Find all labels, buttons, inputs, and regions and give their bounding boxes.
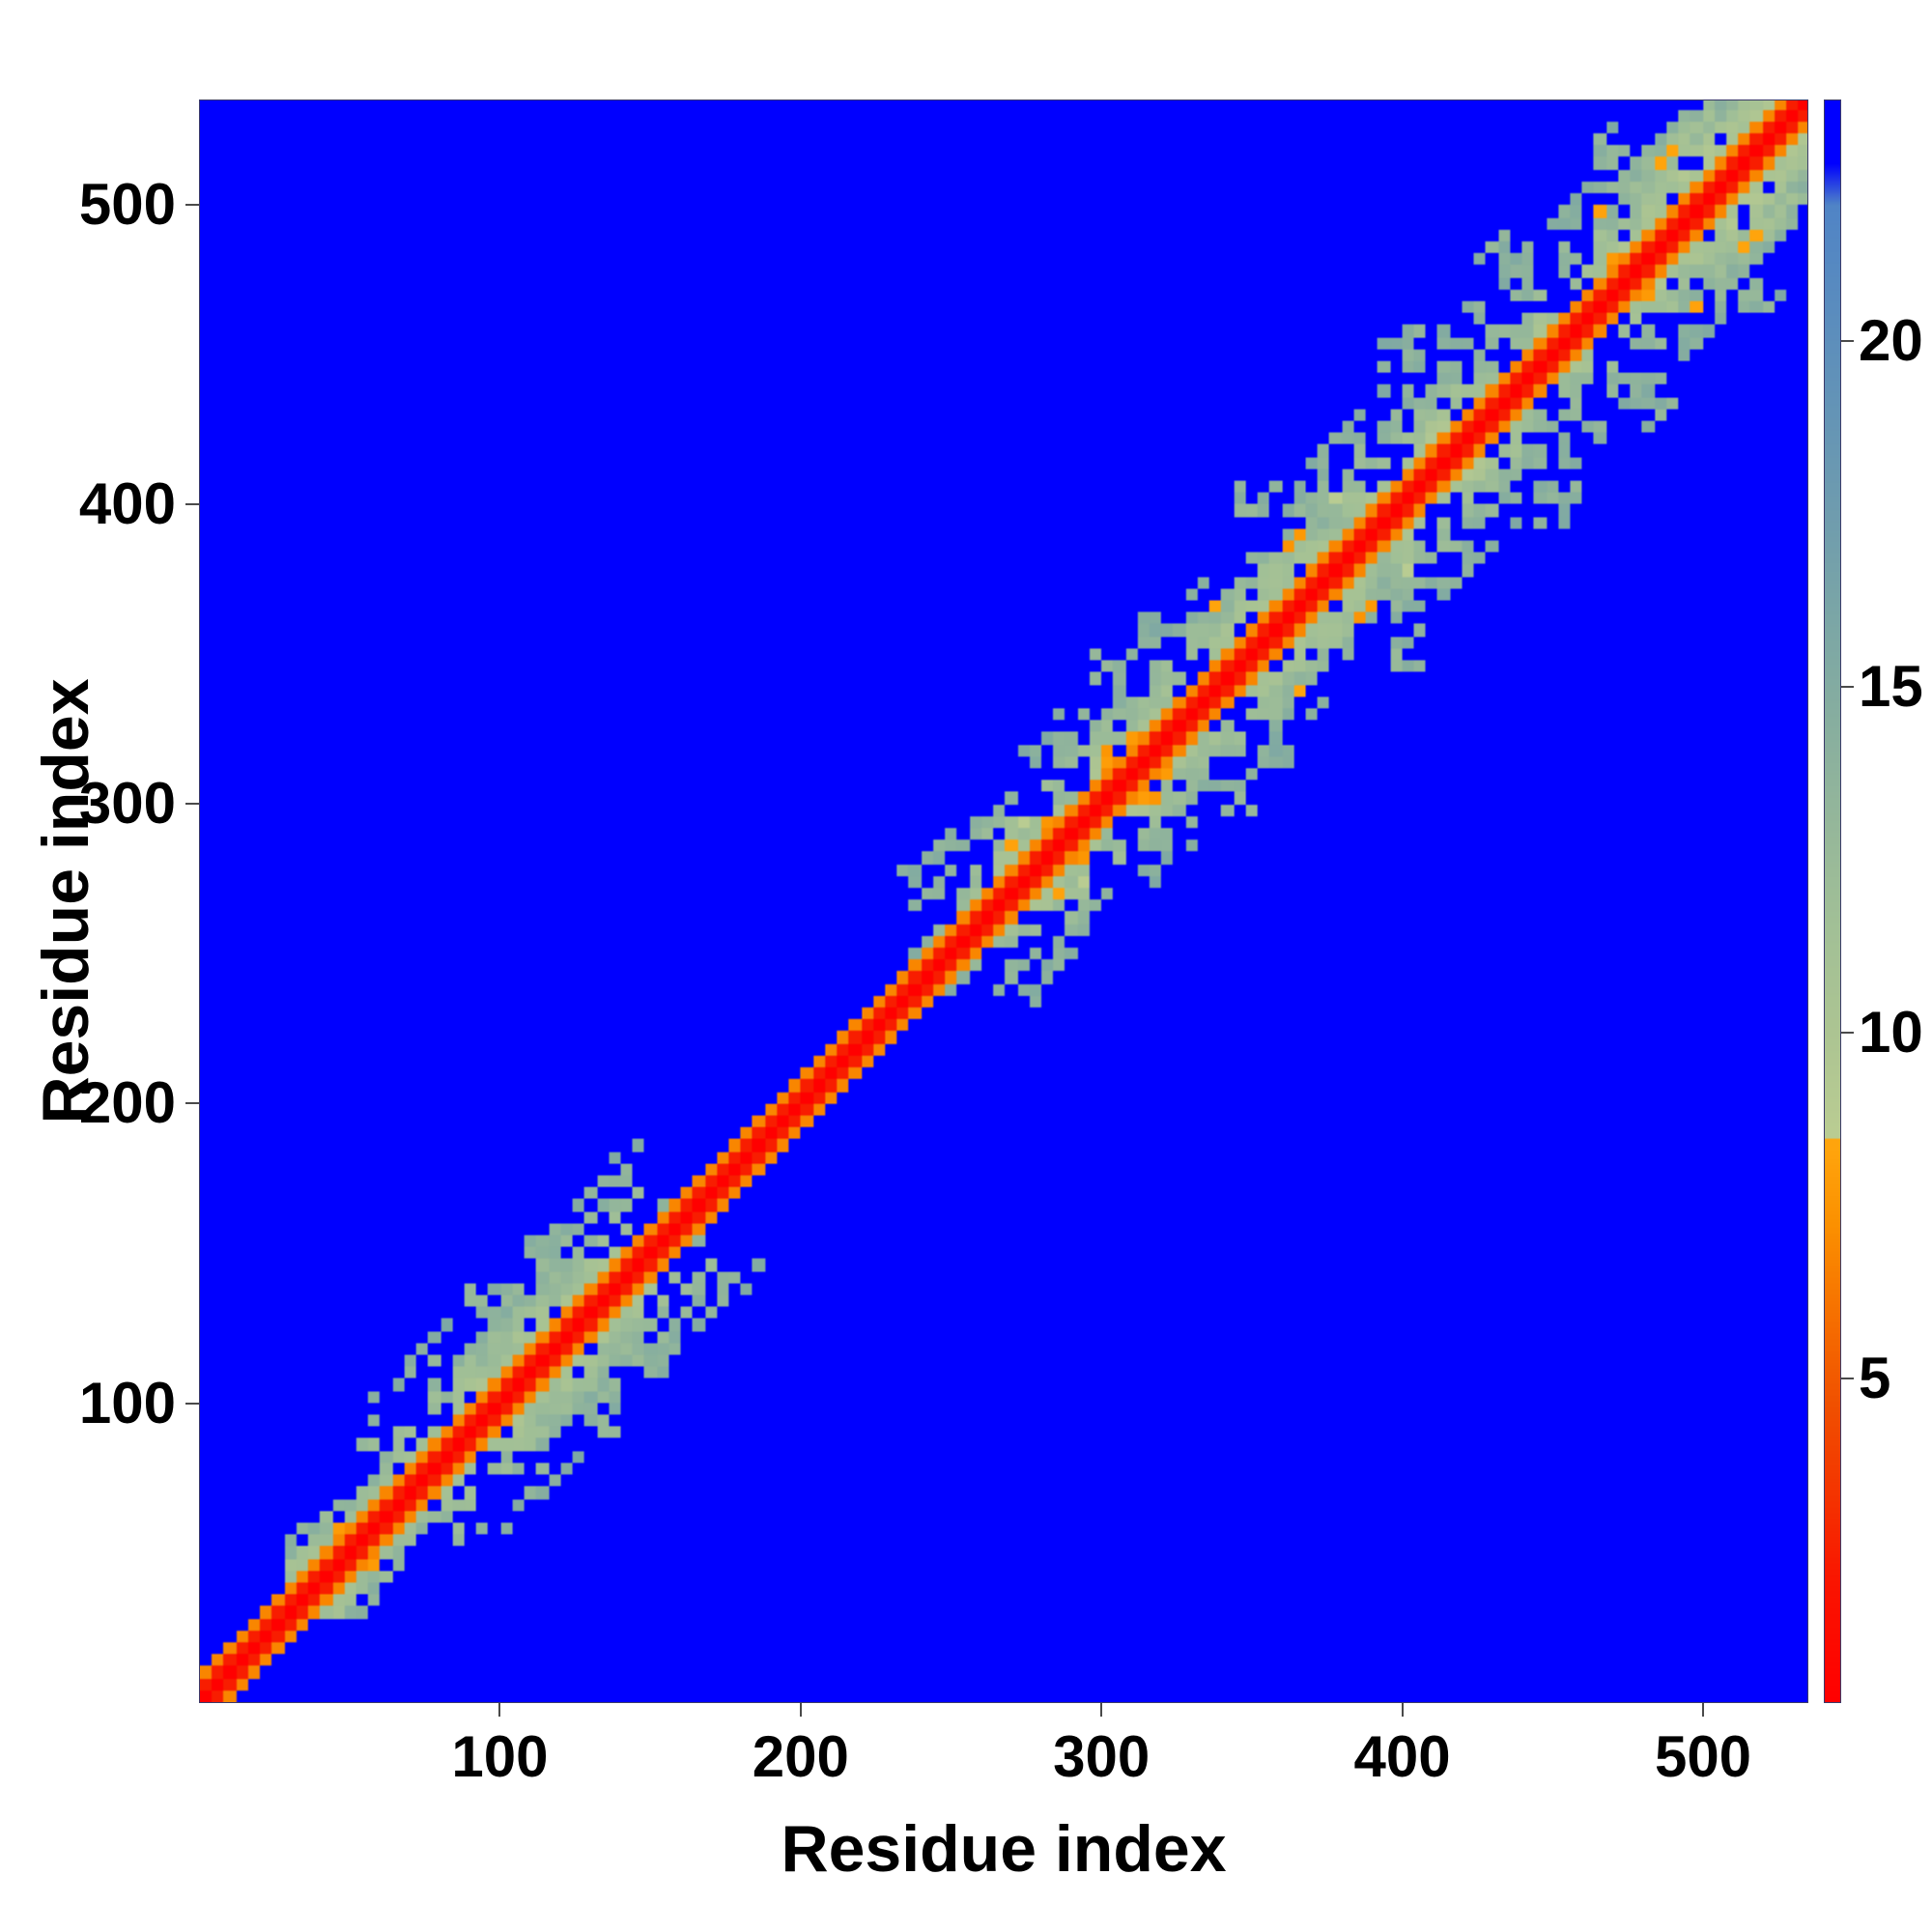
y-tick-400 — [185, 502, 199, 505]
x-tick-100 — [498, 1703, 501, 1717]
x-tick-label-500: 500 — [1654, 1724, 1752, 1789]
x-axis-title: Residue index — [781, 1812, 1227, 1886]
heatmap-canvas — [200, 100, 1807, 1702]
colorbar-tick-label-10: 10 — [1859, 1000, 1923, 1065]
y-tick-500 — [185, 203, 199, 206]
x-tick-200 — [799, 1703, 802, 1717]
colorbar-tick-label-5: 5 — [1859, 1346, 1891, 1410]
x-tick-400 — [1401, 1703, 1404, 1717]
colorbar-canvas — [1825, 100, 1840, 1702]
y-tick-100 — [185, 1402, 199, 1405]
x-tick-500 — [1702, 1703, 1704, 1717]
colorbar-tick-15 — [1841, 686, 1854, 688]
heatmap-plot-area — [199, 99, 1808, 1703]
x-tick-label-400: 400 — [1353, 1724, 1451, 1789]
y-tick-label-500: 500 — [78, 171, 176, 237]
y-tick-200 — [185, 1102, 199, 1105]
x-tick-label-200: 200 — [752, 1724, 849, 1789]
x-tick-300 — [1100, 1703, 1103, 1717]
y-tick-label-100: 100 — [78, 1370, 176, 1435]
x-tick-label-100: 100 — [451, 1724, 549, 1789]
y-tick-label-400: 400 — [78, 470, 176, 536]
colorbar-tick-10 — [1841, 1032, 1854, 1034]
y-axis-title: Residue index — [29, 678, 102, 1124]
colorbar: 5 10 15 20 — [1824, 99, 1923, 1703]
colorbar-gradient — [1824, 99, 1841, 1703]
colorbar-tick-5 — [1841, 1378, 1854, 1379]
colorbar-tick-20 — [1841, 340, 1854, 342]
colorbar-tick-label-15: 15 — [1859, 654, 1923, 719]
colorbar-tick-label-20: 20 — [1859, 308, 1923, 373]
y-tick-label-200: 200 — [78, 1070, 176, 1136]
y-tick-label-300: 300 — [78, 771, 176, 837]
y-tick-300 — [185, 803, 199, 806]
x-tick-label-300: 300 — [1053, 1724, 1151, 1789]
